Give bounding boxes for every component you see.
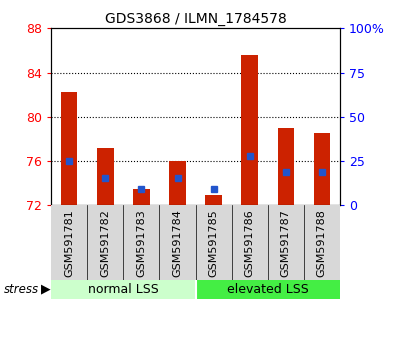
Text: ▶: ▶ [41,283,50,296]
Bar [196,280,340,299]
Text: GSM591781: GSM591781 [64,209,74,277]
Text: GSM591783: GSM591783 [136,209,147,277]
Bar [160,205,196,280]
Bar [241,55,258,205]
Bar [134,189,150,205]
Text: normal LSS: normal LSS [88,283,159,296]
Text: elevated LSS: elevated LSS [227,283,308,296]
Bar [169,161,186,205]
Bar [314,133,330,205]
Bar [87,205,123,280]
Bar [123,205,160,280]
Bar [61,92,77,205]
Bar [51,280,196,299]
Bar [231,205,267,280]
Text: GSM591787: GSM591787 [280,209,291,277]
Text: GSM591784: GSM591784 [173,209,182,277]
Bar [205,195,222,205]
Text: GSM591785: GSM591785 [209,209,218,277]
Bar [267,205,304,280]
Text: GSM591782: GSM591782 [100,209,111,277]
Text: GSM591786: GSM591786 [245,209,255,277]
Bar [196,205,231,280]
Title: GDS3868 / ILMN_1784578: GDS3868 / ILMN_1784578 [105,12,286,26]
Bar [51,205,87,280]
Text: GSM591788: GSM591788 [317,209,327,277]
Text: stress: stress [4,283,39,296]
Bar [97,148,113,205]
Bar [278,128,294,205]
Bar [304,205,340,280]
